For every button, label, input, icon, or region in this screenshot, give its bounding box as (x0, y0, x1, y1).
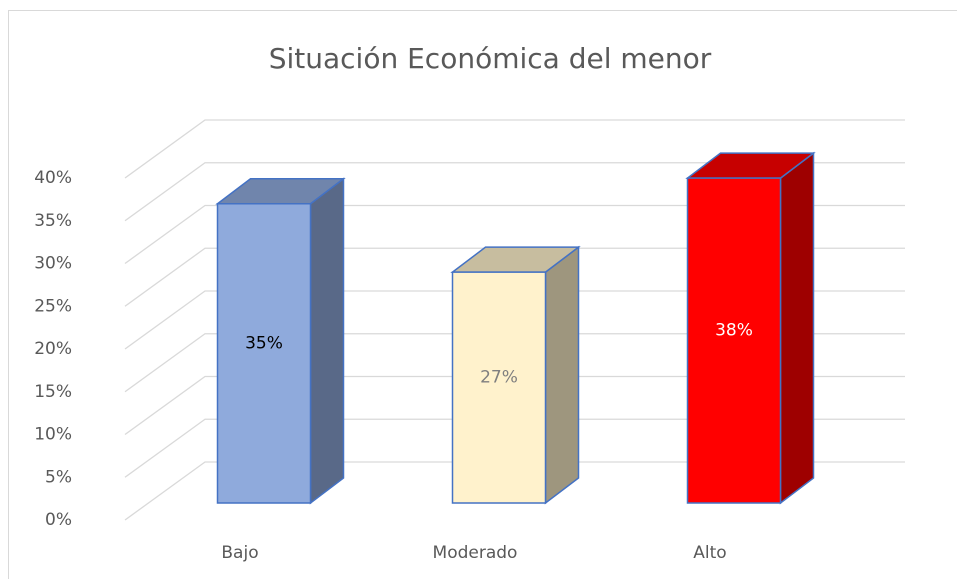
grid-line (124, 418, 905, 478)
x-tick-label: Moderado (433, 543, 518, 563)
bar (686, 177, 782, 504)
value-label: 38% (715, 321, 753, 341)
grid-line (124, 204, 905, 265)
y-tick-label: 35% (34, 211, 72, 231)
y-tick-label: 0% (45, 510, 72, 530)
grid-line (124, 375, 905, 436)
bar-side (544, 245, 580, 505)
y-tick-label: 30% (34, 254, 72, 274)
grid-line (124, 119, 905, 179)
bar-side (779, 151, 815, 505)
x-tick-label: Bajo (221, 543, 258, 563)
grid-line (124, 162, 905, 222)
value-label: 27% (480, 368, 518, 388)
bar (216, 203, 312, 504)
grid-line (124, 247, 905, 307)
y-tick-label: 10% (34, 425, 72, 445)
y-tick-label: 15% (34, 382, 72, 402)
y-tick-label: 25% (34, 296, 72, 316)
y-tick-label: 20% (34, 339, 72, 359)
y-tick-label: 5% (45, 467, 72, 487)
y-tick-label: 40% (34, 168, 72, 188)
grid-line (124, 461, 905, 521)
grid-line (124, 333, 905, 393)
x-tick-label: Alto (693, 543, 726, 563)
grid-line (124, 290, 905, 350)
bar (451, 271, 547, 504)
bar-side (309, 177, 345, 505)
value-label: 35% (245, 333, 283, 353)
chart-title: Situación Económica del menor (269, 42, 712, 75)
